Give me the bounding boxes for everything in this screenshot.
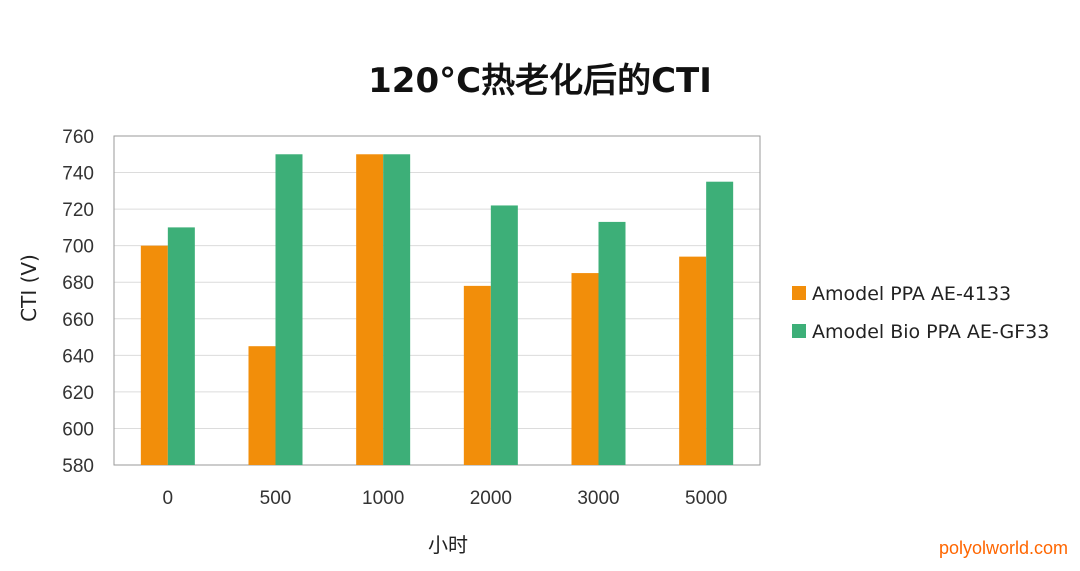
bar-bio-ae-gf33 (275, 154, 303, 465)
x-tick-label: 3000 (577, 488, 619, 509)
y-tick-label: 600 (62, 419, 94, 440)
bar-bio-ae-gf33 (167, 227, 195, 465)
y-tick-label: 740 (62, 164, 94, 185)
gridlines (114, 172, 760, 429)
bar-ae-4133 (248, 346, 276, 465)
legend-swatch (792, 286, 806, 300)
y-tick-label: 620 (62, 383, 94, 404)
y-tick-label: 640 (62, 346, 94, 367)
y-axis-label: CTI (V) (17, 254, 41, 322)
x-tick-label: 500 (260, 488, 292, 509)
x-tick-label: 0 (163, 488, 174, 509)
y-tick-label: 760 (62, 127, 94, 148)
legend-swatch (792, 324, 806, 338)
bar-bio-ae-gf33 (383, 154, 411, 465)
y-tick-label: 720 (62, 200, 94, 221)
bar-ae-4133 (463, 285, 491, 465)
bar-bio-ae-gf33 (490, 205, 518, 465)
bars (140, 154, 734, 465)
legend-label: Amodel Bio PPA AE-GF33 (812, 321, 1049, 343)
x-tick-label: 5000 (685, 488, 727, 509)
bar-bio-ae-gf33 (598, 221, 626, 465)
y-axis-ticks: 580 600 620 640 660 680 700 720 740 760 (62, 127, 94, 477)
y-tick-label: 580 (62, 456, 94, 477)
legend-label: Amodel PPA AE-4133 (812, 283, 1011, 305)
bar-bio-ae-gf33 (706, 181, 734, 465)
bar-ae-4133 (356, 154, 384, 465)
y-tick-label: 700 (62, 237, 94, 258)
bar-ae-4133 (140, 245, 168, 465)
plot-area (113, 135, 761, 466)
x-tick-label: 2000 (470, 488, 512, 509)
bar-ae-4133 (571, 273, 599, 465)
x-axis-label: 小时 (428, 533, 468, 557)
x-tick-label: 1000 (362, 488, 404, 509)
y-tick-label: 660 (62, 310, 94, 331)
legend: Amodel PPA AE-4133 Amodel Bio PPA AE-GF33 (792, 283, 1049, 343)
chart-title: 120°C热老化后的CTI (368, 61, 712, 101)
watermark: polyolworld.com (939, 538, 1068, 558)
x-axis-ticks: 0 500 1000 2000 3000 5000 (163, 488, 728, 509)
y-tick-label: 680 (62, 273, 94, 294)
bar-ae-4133 (679, 256, 707, 465)
